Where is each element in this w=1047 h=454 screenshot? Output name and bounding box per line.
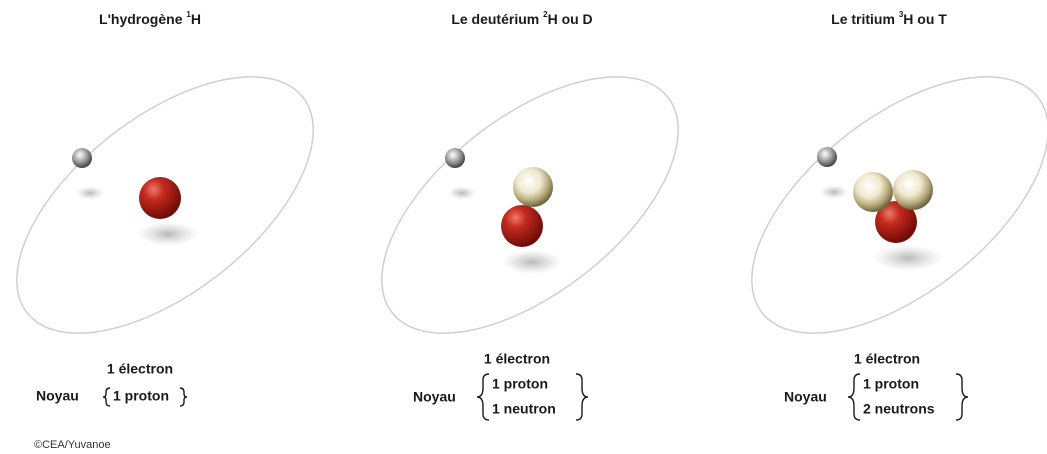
brace — [956, 374, 968, 420]
title-text: L'hydrogène — [99, 11, 186, 27]
panel-title: Le tritium 3H ou T — [831, 10, 947, 27]
shadow — [502, 250, 562, 274]
brace — [477, 374, 489, 420]
panel-tritium — [708, 28, 1047, 382]
title-text: Le tritium — [831, 11, 899, 27]
diagram: L'hydrogène 1H Le deutérium 2H ou D Le t… — [0, 0, 1047, 454]
nucleus-line: 1 proton — [863, 376, 919, 392]
neutron — [893, 170, 933, 210]
title-text: Le deutérium — [451, 11, 543, 27]
nucleus-line: 1 proton — [492, 376, 548, 392]
brace — [848, 374, 860, 420]
nucleus-label: Noyau — [36, 388, 79, 404]
neutron — [853, 172, 893, 212]
electron — [445, 148, 465, 168]
nucleus-line: 1 neutron — [492, 401, 556, 417]
shadow — [874, 245, 942, 271]
brace — [180, 388, 187, 406]
nucleus-label: Noyau — [413, 389, 456, 405]
electron-label: 1 électron — [484, 351, 550, 367]
panel-deuterium — [338, 28, 722, 382]
panel-title: Le deutérium 2H ou D — [451, 10, 592, 27]
page: Isotopes de l'hydrogène html, body { mar… — [0, 0, 1047, 454]
title-text: H ou D — [548, 11, 593, 27]
shadow — [76, 186, 104, 200]
nucleus-line: 1 proton — [113, 388, 169, 404]
electron — [817, 147, 837, 167]
nucleus-line: 2 neutrons — [863, 401, 935, 417]
title-text: H ou T — [903, 11, 947, 27]
title-text: H — [191, 11, 201, 27]
nucleus-label: Noyau — [784, 389, 827, 405]
shadow — [820, 185, 848, 199]
brace — [103, 388, 110, 406]
shadow — [138, 222, 198, 246]
panel-title: L'hydrogène 1H — [99, 10, 201, 27]
shadow — [448, 186, 476, 200]
electron-label: 1 électron — [107, 361, 173, 377]
panel-hydrogen — [0, 28, 357, 382]
brace — [576, 374, 588, 420]
electron-label: 1 électron — [854, 351, 920, 367]
credit: ©CEA/Yuvanoe — [34, 439, 111, 451]
body: {"panels": [ {"title": {"before": "L'hyd… — [0, 0, 1047, 454]
neutron — [513, 167, 553, 207]
electron — [72, 148, 92, 168]
proton — [501, 205, 543, 247]
proton — [139, 177, 181, 219]
